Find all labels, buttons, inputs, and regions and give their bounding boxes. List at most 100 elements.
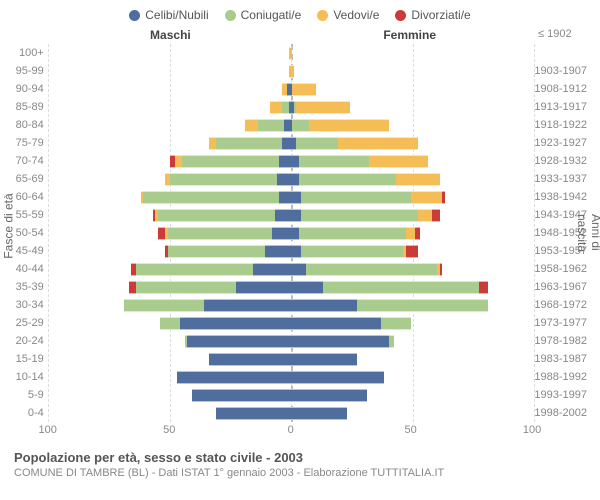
year-label: 1998-2002 bbox=[530, 407, 596, 419]
bar-segment bbox=[245, 119, 257, 132]
legend-label: Coniugati/e bbox=[241, 8, 302, 22]
bar-segment bbox=[204, 299, 289, 312]
pyramid-row: 0-41998-2002 bbox=[4, 404, 596, 422]
female-bar bbox=[289, 260, 530, 278]
x-tick: 100 bbox=[39, 424, 57, 436]
bar-segment bbox=[432, 209, 439, 222]
bar-segment bbox=[289, 371, 384, 384]
bar-segment bbox=[216, 407, 289, 420]
bar-segment bbox=[192, 389, 289, 402]
pyramid-row: 25-291973-1977 bbox=[4, 314, 596, 332]
bar-segment bbox=[168, 245, 265, 258]
bar-segment bbox=[168, 227, 272, 240]
year-label: 1928-1932 bbox=[530, 155, 596, 167]
legend-item: Vedovi/e bbox=[317, 8, 379, 22]
pyramid-row: 75-791923-1927 bbox=[4, 134, 596, 152]
year-label: 1903-1907 bbox=[530, 65, 596, 77]
bar-segment bbox=[299, 155, 369, 168]
x-tick: 100 bbox=[523, 424, 541, 436]
bar-segment bbox=[301, 245, 403, 258]
legend-item: Celibi/Nubili bbox=[129, 8, 208, 22]
bar-segment bbox=[479, 281, 489, 294]
bar-segment bbox=[289, 137, 296, 150]
legend-swatch bbox=[129, 10, 140, 21]
female-bar bbox=[289, 98, 530, 116]
pyramid-row: 80-841918-1922 bbox=[4, 116, 596, 134]
bar-segment bbox=[282, 101, 289, 114]
bar-segment bbox=[180, 317, 289, 330]
pyramid-row: 85-891913-1917 bbox=[4, 98, 596, 116]
bar-segment bbox=[309, 119, 389, 132]
bar-segment bbox=[187, 335, 289, 348]
female-bar bbox=[289, 134, 530, 152]
bar-segment bbox=[160, 317, 179, 330]
bar-segment bbox=[289, 173, 299, 186]
pyramid-row: 10-141988-1992 bbox=[4, 368, 596, 386]
pyramid-row: 15-191983-1987 bbox=[4, 350, 596, 368]
female-bar bbox=[289, 80, 530, 98]
bar-segment bbox=[289, 227, 299, 240]
bar-segment bbox=[296, 137, 337, 150]
female-bar bbox=[289, 350, 530, 368]
pyramid-row: 50-541948-1952 bbox=[4, 224, 596, 242]
bar-segment bbox=[396, 173, 440, 186]
year-label: 1938-1942 bbox=[530, 191, 596, 203]
male-bar bbox=[48, 98, 289, 116]
male-bar bbox=[48, 134, 289, 152]
bar-segment bbox=[357, 299, 488, 312]
age-label: 100+ bbox=[4, 47, 48, 59]
bar-segment bbox=[289, 407, 347, 420]
legend-label: Divorziati/e bbox=[411, 8, 470, 22]
year-label: 1993-1997 bbox=[530, 389, 596, 401]
y-axis-label-left: Fasce di età bbox=[2, 193, 16, 258]
bar-segment bbox=[289, 209, 301, 222]
male-bar bbox=[48, 242, 289, 260]
year-label: 1963-1967 bbox=[530, 281, 596, 293]
bar-segment bbox=[289, 299, 357, 312]
x-tick: 50 bbox=[404, 424, 416, 436]
bar-segment bbox=[292, 119, 309, 132]
female-bar bbox=[289, 278, 530, 296]
y-axis-label-right: Anni di nascita bbox=[575, 214, 600, 252]
bar-segment bbox=[270, 101, 282, 114]
bar-segment bbox=[418, 209, 433, 222]
bar-segment bbox=[136, 281, 236, 294]
legend-item: Coniugati/e bbox=[225, 8, 302, 22]
bar-segment bbox=[289, 281, 323, 294]
bar-segment bbox=[289, 155, 299, 168]
bar-segment bbox=[158, 209, 275, 222]
year-label: 1918-1922 bbox=[530, 119, 596, 131]
bar-segment bbox=[265, 245, 289, 258]
female-bar bbox=[289, 242, 530, 260]
bar-segment bbox=[411, 191, 443, 204]
bar-segment bbox=[289, 317, 381, 330]
bar-segment bbox=[182, 155, 279, 168]
female-bar bbox=[289, 296, 530, 314]
pyramid-row: 95-991903-1907 bbox=[4, 62, 596, 80]
age-label: 20-24 bbox=[4, 335, 48, 347]
bar-segment bbox=[277, 173, 289, 186]
female-bar bbox=[289, 404, 530, 422]
age-label: 5-9 bbox=[4, 389, 48, 401]
age-label: 90-94 bbox=[4, 83, 48, 95]
bar-segment bbox=[175, 155, 182, 168]
male-bar bbox=[48, 116, 289, 134]
bar-segment bbox=[289, 389, 367, 402]
male-bar bbox=[48, 332, 289, 350]
male-bar bbox=[48, 296, 289, 314]
pyramid-row: 65-691933-1937 bbox=[4, 170, 596, 188]
legend-swatch bbox=[395, 10, 406, 21]
bar-segment bbox=[299, 173, 396, 186]
year-label: 1988-1992 bbox=[530, 371, 596, 383]
male-bar bbox=[48, 170, 289, 188]
bar-segment bbox=[253, 263, 289, 276]
female-bar bbox=[289, 332, 530, 350]
bar-segment bbox=[143, 191, 279, 204]
bar-segment bbox=[216, 137, 282, 150]
male-bar bbox=[48, 260, 289, 278]
bar-segment bbox=[299, 227, 406, 240]
year-label: 1923-1927 bbox=[530, 137, 596, 149]
male-bar bbox=[48, 278, 289, 296]
bar-segment bbox=[296, 101, 349, 114]
x-axis: 100500 50100 bbox=[4, 424, 596, 438]
